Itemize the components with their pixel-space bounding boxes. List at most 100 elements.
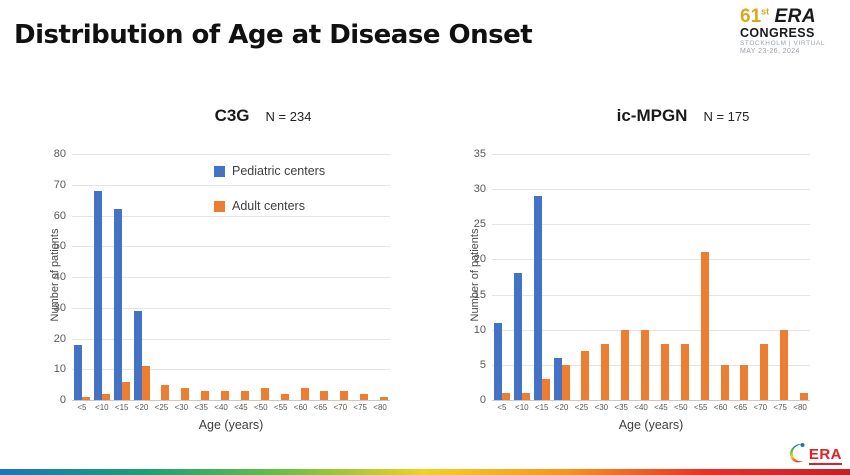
bar-group <box>711 154 731 400</box>
bar-group <box>552 154 572 400</box>
gridline <box>492 224 810 226</box>
bar-group <box>231 154 251 400</box>
chart-c3g-header: C3G N = 234 <box>96 104 430 128</box>
gridline <box>72 338 390 340</box>
chart-c3g-body: Number of patients 0 10 20 30 40 50 60 70 80 Ped… <box>30 148 430 406</box>
bar-adult <box>680 344 689 400</box>
plot-area <box>492 154 810 401</box>
bar-adult <box>641 330 650 400</box>
bar-adult <box>521 393 530 400</box>
x-tick-label: <45 <box>654 403 668 412</box>
x-tick-label: <55 <box>693 403 708 412</box>
legend-label-adult: Adult centers <box>232 199 305 213</box>
y-tick-label: 50 <box>53 240 66 253</box>
gridline <box>492 294 810 296</box>
y-tick-label: 10 <box>53 363 66 376</box>
bar-group <box>532 154 552 400</box>
bar-adult <box>660 344 669 400</box>
x-axis-title: Age (years) <box>198 418 264 432</box>
x-tick-label: <80 <box>373 403 387 412</box>
chart-c3g-n-count: N = 234 <box>265 108 312 124</box>
y-tick-label: 80 <box>53 148 66 160</box>
bar-adult <box>300 388 309 400</box>
x-tick-label: <75 <box>773 403 787 412</box>
chart-icmpgn-header: ic-MPGN N = 175 <box>516 104 850 128</box>
bar-adult <box>320 391 329 400</box>
chart-icmpgn-title: ic-MPGN <box>616 106 688 125</box>
bar-groups <box>492 154 810 400</box>
x-tick-label: <75 <box>353 403 367 412</box>
x-tick-label: <60 <box>713 403 728 412</box>
bar-group <box>211 154 231 400</box>
y-tick-label: 5 <box>479 358 486 371</box>
y-tick-label: 10 <box>473 323 486 336</box>
bar-adult <box>221 391 230 400</box>
chart-icmpgn: ic-MPGN N = 175 Number of patients 0 5 10 1… <box>450 98 850 432</box>
bar-adult <box>581 351 590 400</box>
bar-group <box>750 154 770 400</box>
x-tick-label: <80 <box>793 403 807 412</box>
bar-groups <box>72 154 390 400</box>
bar-group <box>611 154 631 400</box>
bar-adult <box>561 365 570 400</box>
bar-adult <box>101 394 110 400</box>
congress-location: STOCKHOLM | VIRTUAL <box>740 40 826 48</box>
bar-group <box>591 154 611 400</box>
gridline <box>72 246 390 248</box>
bar-group <box>330 154 350 400</box>
chart-c3g-title: C3G <box>214 106 250 125</box>
y-tick-label: 20 <box>473 253 486 266</box>
x-tick-label: <5 <box>497 403 507 412</box>
bar-group <box>251 154 271 400</box>
bar-group <box>671 154 691 400</box>
x-tick-label: <70 <box>753 403 768 412</box>
y-axis-ticks: 0 10 20 30 40 50 60 70 80 <box>46 148 72 406</box>
bar-adult <box>601 344 610 400</box>
bar-group <box>112 154 132 400</box>
y-tick-label: 25 <box>473 218 486 231</box>
bar-group <box>271 154 291 400</box>
bar-group <box>152 154 172 400</box>
bar-adult <box>181 388 190 400</box>
bar-adult <box>541 379 550 400</box>
bar-group <box>512 154 532 400</box>
congress-number-suffix: st <box>761 6 770 17</box>
gridline <box>72 215 390 217</box>
x-axis-title: Age (years) <box>618 418 684 432</box>
bar-group <box>291 154 311 400</box>
bar-group <box>191 154 211 400</box>
bar-group <box>631 154 651 400</box>
x-tick-label: <35 <box>194 403 208 412</box>
congress-number: 61 <box>740 6 762 27</box>
era-swoosh-icon <box>789 443 805 463</box>
gridline <box>72 184 390 186</box>
y-tick-label: 15 <box>473 288 486 301</box>
bar-adult <box>740 365 749 400</box>
legend-item-pediatric: Pediatric centers <box>214 164 325 178</box>
bar-pediatric <box>513 273 522 400</box>
bar-group <box>691 154 711 400</box>
bar-adult <box>240 391 249 400</box>
gridline <box>72 307 390 309</box>
page-title: Distribution of Age at Disease Onset <box>14 20 533 50</box>
y-tick-label: 60 <box>53 209 66 222</box>
x-tick-label: <35 <box>614 403 628 412</box>
x-tick-label: <70 <box>333 403 348 412</box>
x-tick-label: <30 <box>174 403 189 412</box>
gridline <box>492 364 810 366</box>
bar-pediatric <box>493 323 502 400</box>
x-tick-label: <15 <box>534 403 549 412</box>
y-tick-label: 30 <box>473 183 486 196</box>
pediatric-swatch-icon <box>214 165 225 177</box>
bar-group <box>731 154 751 400</box>
bar-adult <box>760 344 769 400</box>
y-axis-title: Number of patients <box>450 154 481 401</box>
bar-group <box>651 154 671 400</box>
x-tick-label: <25 <box>154 403 169 412</box>
x-tick-label: <15 <box>114 403 129 412</box>
x-tick-label: <65 <box>733 403 748 412</box>
gridline <box>492 154 810 155</box>
bar-adult <box>161 385 170 400</box>
congress-logo-line1: 61st ERA <box>740 7 840 27</box>
